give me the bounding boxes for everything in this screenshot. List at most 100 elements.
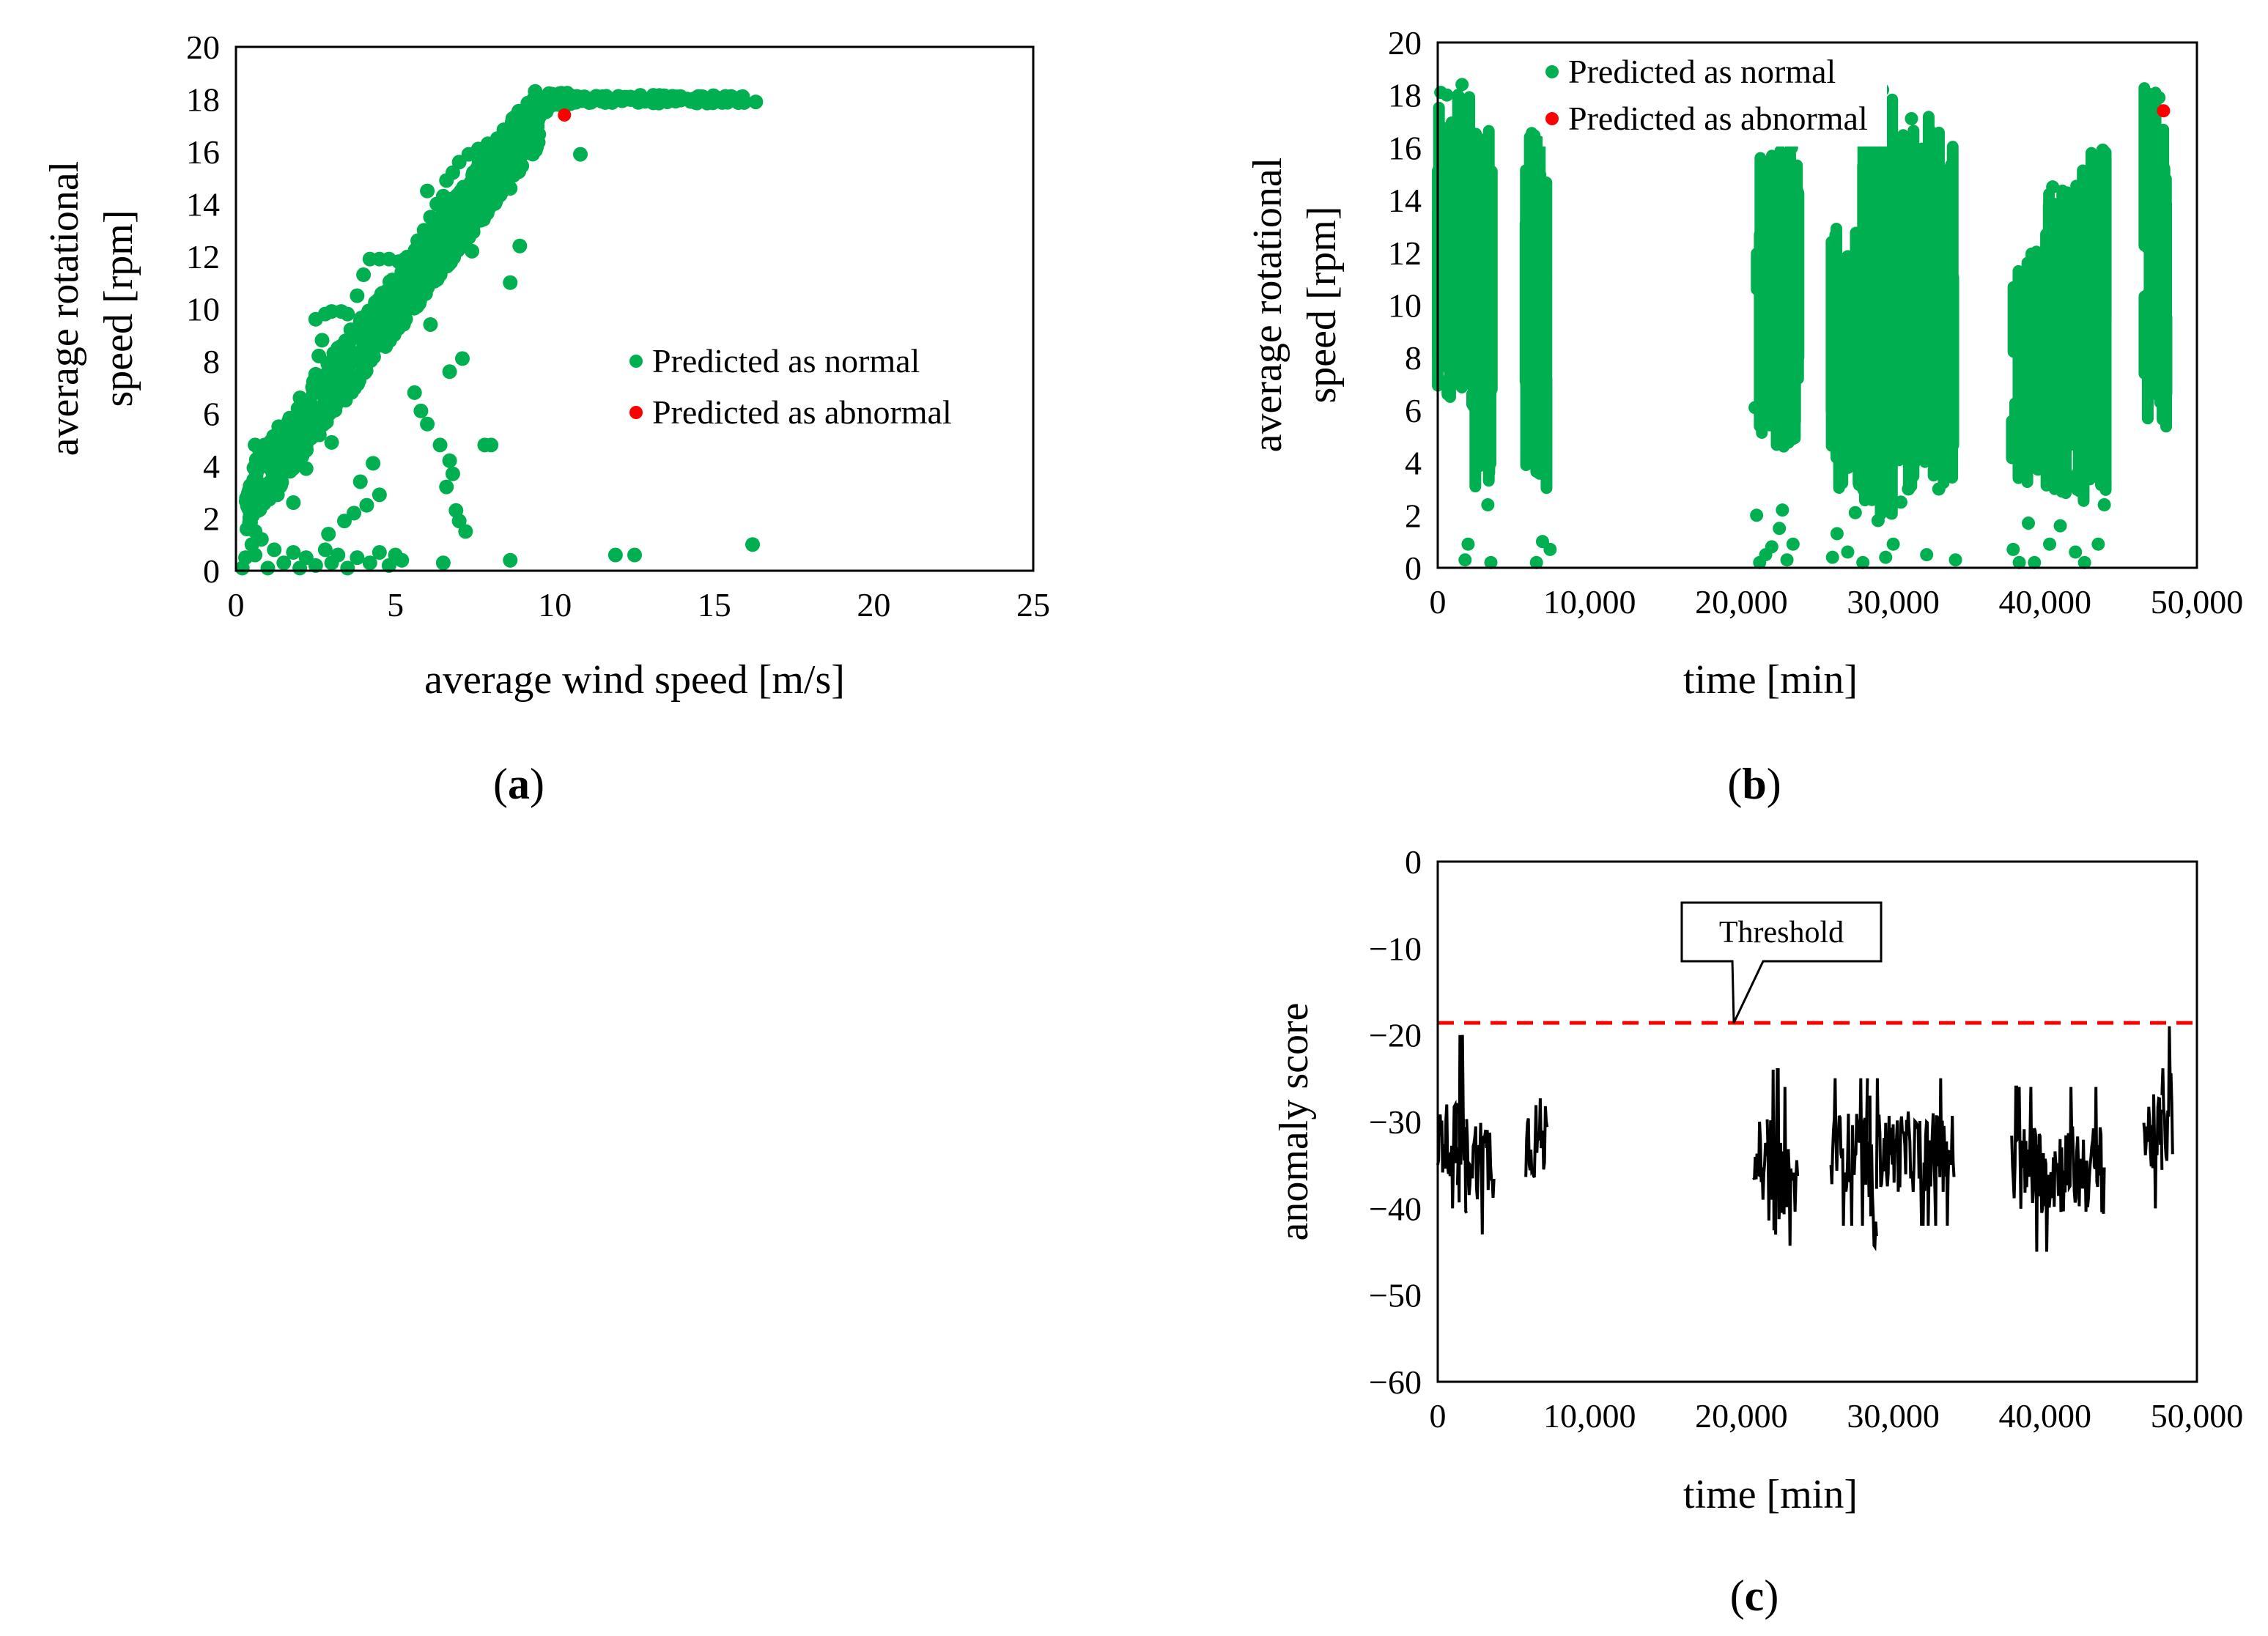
- panel-a-point-normal: [352, 474, 368, 489]
- panel-a-point-normal: [359, 497, 374, 513]
- panel-a-point-normal: [659, 92, 674, 107]
- panel-a-point-normal-cloud: [430, 226, 446, 242]
- panel-a-point-normal: [423, 317, 438, 332]
- panel-a-point-normal: [503, 275, 518, 290]
- panel-a-point-normal-cloud: [505, 166, 520, 181]
- panel-a-point-normal: [298, 443, 314, 458]
- panel-a-point-normal: [566, 92, 582, 107]
- panel-b-point-normal: [2006, 542, 2020, 556]
- panel-a-point-normal: [723, 92, 738, 107]
- panel-b-legend-background: [1543, 51, 1887, 147]
- panel-a-point-normal: [314, 333, 330, 348]
- panel-a-y-tick-label: 12: [186, 238, 220, 275]
- panel-a-point-normal: [454, 204, 470, 220]
- panel-a-point-normal: [356, 267, 372, 283]
- panel-a-point-normal: [404, 249, 419, 264]
- panel-a: 0 5 10 15 20 25 0 2 4 6 8 10 12 14 16 18 20 average win…: [42, 29, 1050, 808]
- panel-a-point-normal: [423, 210, 438, 225]
- panel-a-x-axis-label: average wind speed [m/s]: [424, 657, 845, 703]
- panel-c: 0 10,000 20,000 30,000 40,000 50,000 0 −10 −20 −…: [1271, 843, 2243, 1620]
- panel-c-x-tick-label: 10,000: [1543, 1397, 1636, 1435]
- panel-a-point-normal-cloud: [503, 155, 519, 170]
- panel-a-y-axis-label-line2: speed [rpm]: [96, 210, 141, 407]
- panel-a-point-normal: [579, 92, 594, 107]
- panel-a-y-tick-label: 16: [186, 133, 220, 171]
- panel-c-score-trace: [1765, 1068, 1784, 1235]
- panel-a-point-normal: [394, 264, 410, 280]
- panel-a-point-normal: [372, 487, 387, 503]
- panel-a-legend-normal-marker: [629, 355, 643, 368]
- panel-c-y-tick-label: −10: [1369, 930, 1422, 967]
- panel-b-point-normal: [1543, 542, 1557, 556]
- panel-a-point-normal: [311, 348, 327, 363]
- panel-c-x-ticks: 0 10,000 20,000 30,000 40,000 50,000: [1430, 1397, 2244, 1435]
- panel-b-y-tick-label: 2: [1405, 497, 1422, 534]
- panel-a-point-normal-cloud: [421, 274, 437, 289]
- panel-a-x-tick-label: 0: [228, 586, 245, 623]
- panel-b-point-abnormal: [2157, 104, 2171, 118]
- panel-a-point-normal: [248, 547, 263, 563]
- panel-b-point-normal: [2091, 537, 2105, 551]
- panel-a-y-tick-label: 4: [203, 448, 220, 485]
- panel-b-y-tick-label: 12: [1388, 234, 1422, 272]
- panel-a-point-normal: [321, 526, 336, 541]
- panel-a-point-normal: [439, 479, 454, 495]
- panel-a-point-normal-cloud: [465, 224, 480, 240]
- panel-a-y-tick-label: 20: [186, 29, 220, 66]
- panel-b-legend: Predicted as normal Predicted as abnorma…: [1543, 51, 1887, 147]
- panel-a-point-normal: [327, 393, 342, 408]
- panel-a-point-normal: [298, 461, 314, 476]
- panel-a-y-tick-label: 18: [186, 81, 220, 119]
- panel-a-point-normal: [343, 322, 358, 338]
- panel-a-point-normal: [445, 466, 460, 481]
- panel-b-x-tick-label: 50,000: [2151, 583, 2244, 621]
- panel-a-point-normal: [503, 181, 518, 196]
- panel-a-y-axis-label-line1: average rotational: [42, 161, 87, 456]
- panel-a-point-normal: [413, 403, 429, 418]
- panel-b-point-normal: [1484, 555, 1498, 569]
- panel-c-x-tick-label: 0: [1430, 1397, 1447, 1435]
- panel-a-point-normal: [286, 495, 301, 511]
- panel-a-point-normal: [324, 434, 339, 450]
- panel-a-point-normal: [454, 351, 470, 366]
- panel-b-point-normal: [2069, 545, 2083, 559]
- panel-a-point-normal: [340, 306, 355, 322]
- panel-a-point-normal: [308, 366, 323, 382]
- panel-a-point-normal: [420, 183, 435, 199]
- panel-b-point-normal: [1529, 555, 1543, 569]
- panel-c-score-trace: [1455, 1034, 1469, 1214]
- panel-c-caption-letter: c: [1745, 1572, 1765, 1620]
- panel-b-point-normal: [1440, 88, 1454, 102]
- panel-b-y-axis-label-line2: speed [rpm]: [1299, 206, 1345, 403]
- panel-b-x-tick-label: 20,000: [1695, 583, 1788, 621]
- panel-a-point-normal: [416, 262, 432, 277]
- panel-c-threshold-label: Threshold: [1719, 916, 1844, 950]
- panel-a-point-normal: [484, 168, 499, 183]
- panel-b-x-axis-label: time [min]: [1683, 657, 1858, 703]
- panel-c-score-trace: [1829, 1078, 1869, 1226]
- panel-a-point-normal: [302, 396, 317, 411]
- panel-a-point-normal: [350, 550, 365, 566]
- panel-a-point-normal: [442, 364, 457, 380]
- panel-b-point-normal: [1773, 522, 1787, 536]
- panel-a-point-normal: [273, 424, 288, 440]
- panel-b-plot-frame: [1436, 41, 2198, 569]
- panel-c-score-trace: [2142, 1094, 2164, 1209]
- panel-a-point-normal: [512, 238, 528, 253]
- panel-b-point-normal: [1481, 497, 1495, 511]
- panel-a-point-normal: [372, 544, 387, 560]
- panel-a-x-ticks: 0 5 10 15 20 25: [228, 586, 1051, 623]
- panel-a-point-normal: [627, 547, 642, 563]
- panel-a-point-normal: [607, 547, 623, 563]
- panel-a-point-normal: [257, 437, 273, 453]
- panel-b-x-ticks: 0 10,000 20,000 30,000 40,000 50,000: [1430, 583, 2244, 621]
- panel-b-y-tick-label: 0: [1405, 549, 1422, 587]
- panel-a-point-normal: [340, 560, 355, 576]
- panel-b-point-normal: [2046, 180, 2060, 194]
- panel-b-point-normal: [1871, 514, 1885, 528]
- panel-c-x-tick-label: 50,000: [2151, 1397, 2244, 1435]
- panel-c-y-tick-label: −40: [1369, 1190, 1422, 1227]
- panel-c-score-trace: [1752, 1121, 1769, 1200]
- panel-b-point-normal: [2022, 517, 2036, 530]
- panel-a-point-normal: [391, 296, 406, 311]
